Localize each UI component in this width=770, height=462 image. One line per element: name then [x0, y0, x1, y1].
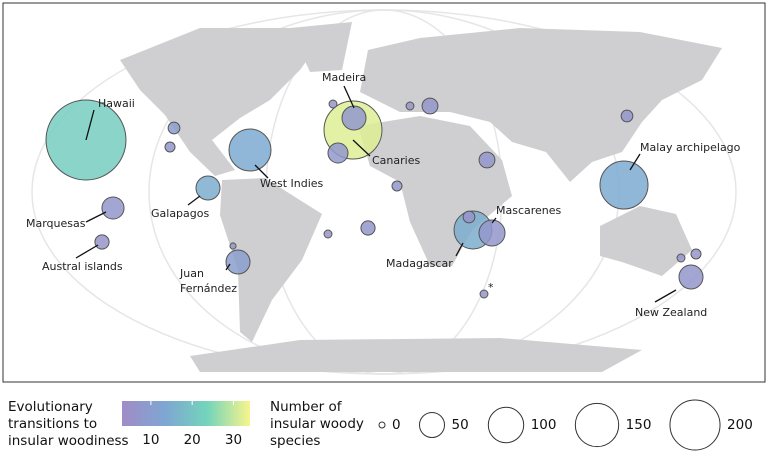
island-bubble — [360, 220, 376, 236]
leader-line — [629, 153, 641, 171]
island-bubble — [391, 180, 403, 192]
island-bubble — [478, 219, 506, 247]
island-label: * — [488, 281, 494, 294]
label-line: Mascarenes — [496, 204, 562, 217]
leader-line — [225, 263, 231, 271]
leader-line — [75, 244, 99, 259]
island-bubble — [479, 289, 489, 299]
label-line: Fernández — [180, 282, 237, 295]
island-bubble — [328, 99, 338, 109]
leader-line — [352, 139, 371, 157]
island-label: Hawaii — [98, 97, 135, 110]
color-tick-label: 30 — [225, 432, 242, 448]
island-bubble — [167, 121, 181, 135]
leader-line — [85, 109, 95, 141]
label-line: Marquesas — [26, 217, 86, 230]
island-label: West Indies — [260, 177, 324, 190]
size-legend-label: 150 — [626, 417, 652, 433]
island-bubble — [421, 97, 439, 115]
size-legend-label: 50 — [452, 417, 469, 433]
label-line: Malay archipelago — [640, 141, 741, 154]
island-bubble — [327, 142, 349, 164]
label-line: Galapagos — [151, 207, 209, 220]
island-label: Marquesas — [26, 217, 86, 230]
island-label: Malay archipelago — [640, 141, 741, 154]
size-legend-label: 200 — [727, 417, 753, 433]
leader-line — [491, 217, 497, 224]
label-line: New Zealand — [635, 306, 707, 319]
size-legend-label: 100 — [531, 417, 557, 433]
color-legend-title: Evolutionary transitions to insular woodin… — [8, 399, 129, 449]
label-line: West Indies — [260, 177, 324, 190]
island-label: Canaries — [372, 154, 420, 167]
label-line: Canaries — [372, 154, 420, 167]
label-line: Madagascar — [386, 257, 453, 270]
island-label: Juan Fernández — [179, 267, 237, 295]
island-bubble — [229, 242, 237, 250]
size-legend-title: Number of insular woody species — [270, 399, 364, 449]
label-line: Madeira — [322, 71, 366, 84]
size-legend-circle — [378, 421, 386, 429]
island-label: Galapagos — [151, 207, 209, 220]
land — [120, 22, 722, 372]
island-bubble — [225, 249, 251, 275]
island-bubble — [405, 101, 415, 111]
size-legend-label: 0 — [392, 417, 401, 433]
island-label: New Zealand — [635, 306, 707, 319]
size-legend-circle — [669, 399, 721, 451]
island-bubble — [341, 105, 367, 131]
island-bubble — [676, 253, 686, 263]
leader-line — [654, 289, 677, 303]
color-tick-label: 10 — [142, 432, 159, 448]
island-bubble — [620, 109, 634, 123]
island-bubble — [690, 248, 702, 260]
label-line: Juan — [179, 267, 204, 280]
island-bubble — [164, 141, 176, 153]
island-bubble — [228, 128, 272, 172]
island-bubble — [678, 264, 704, 290]
island-label: Madagascar — [386, 257, 453, 270]
island-bubble — [599, 160, 649, 210]
island-bubbles — [45, 85, 704, 303]
leader-line — [187, 195, 201, 206]
island-bubble — [195, 175, 221, 201]
island-bubble — [94, 234, 110, 250]
island-label: Madeira — [322, 71, 366, 84]
size-legend-circle — [418, 411, 446, 439]
leader-line — [85, 211, 107, 223]
label-line: Hawaii — [98, 97, 135, 110]
island-label: Mascarenes — [496, 204, 562, 217]
leader-line — [455, 242, 464, 257]
color-bar — [122, 401, 250, 426]
leader-line — [343, 85, 355, 109]
size-legend-circle — [574, 402, 620, 448]
island-bubble — [462, 210, 476, 224]
color-tick-label: 20 — [184, 432, 201, 448]
island-bubble — [478, 151, 496, 169]
island-label: Austral islands — [42, 260, 123, 273]
island-bubble — [101, 196, 125, 220]
size-legend-circle — [487, 406, 525, 444]
leader-line — [254, 164, 269, 179]
island-bubble — [323, 229, 333, 239]
label-line: Austral islands — [42, 260, 123, 273]
